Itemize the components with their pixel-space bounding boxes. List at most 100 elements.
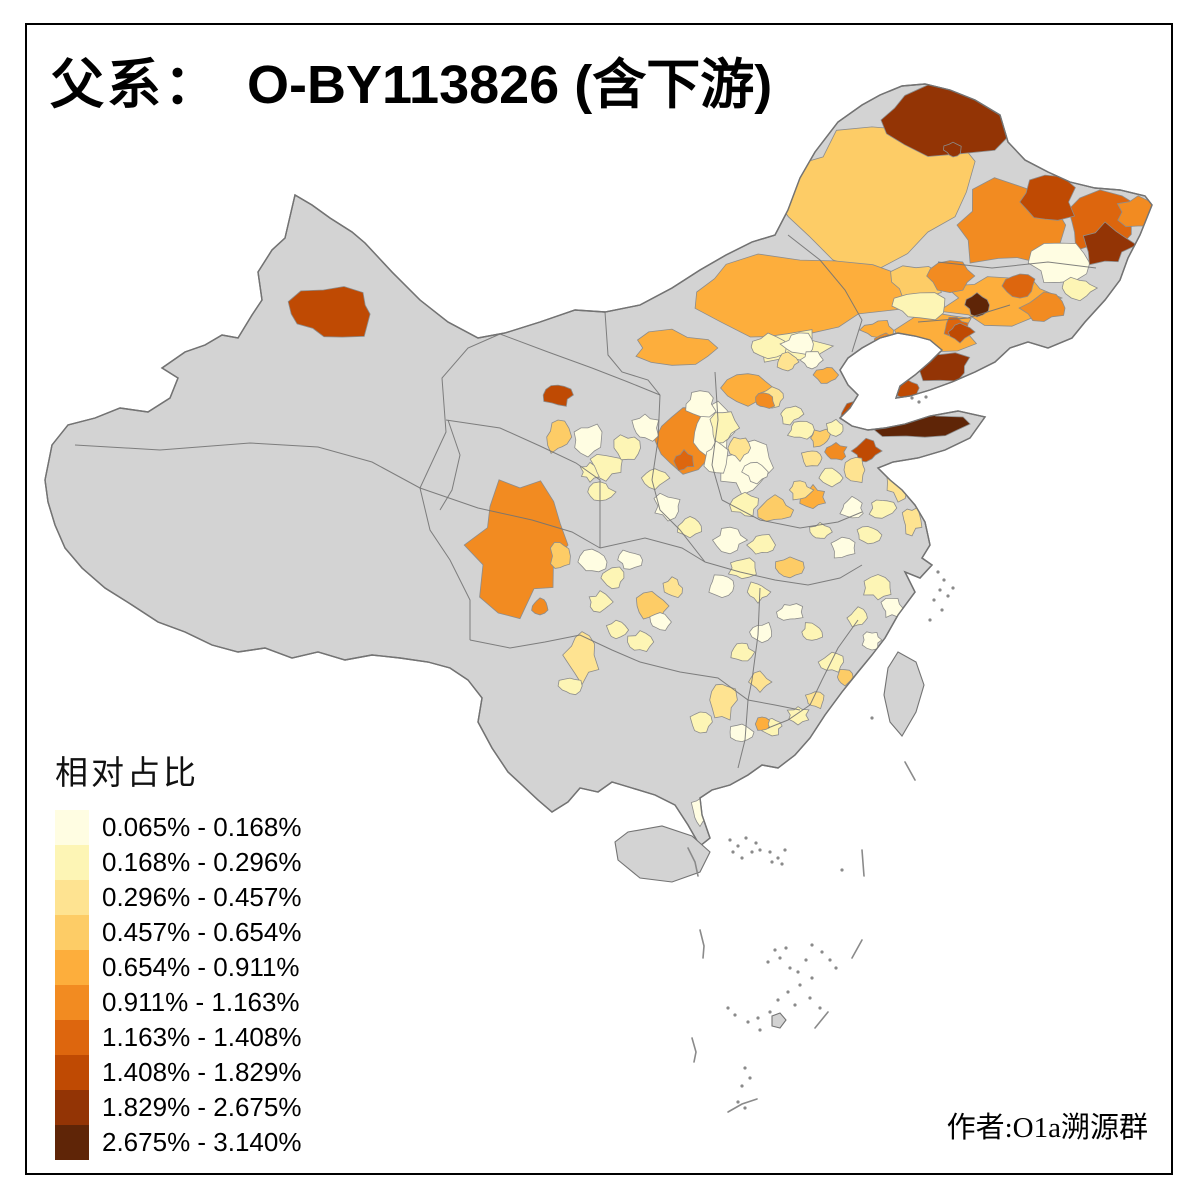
islet-speck [946,594,950,598]
map-region [780,405,805,426]
islet-speck [750,850,754,854]
islet-speck [776,998,780,1002]
map-region [727,557,757,580]
islet-speck [936,570,940,574]
map-region [703,440,729,474]
map-region [627,630,655,652]
map-region [964,292,990,318]
legend-label: 0.457% - 0.654% [102,917,302,947]
map-region [836,668,854,687]
map-region [689,711,713,734]
map-region [653,492,681,522]
legend-label: 1.829% - 2.675% [102,1092,302,1122]
attribution-text: 作者:O1a溯源群 [946,1112,1148,1144]
map-region [531,597,549,616]
islet-speck [917,400,921,404]
islet-speck [786,990,790,994]
islet-speck [768,850,772,854]
legend-row: 1.163% - 1.408% [55,1020,301,1055]
legend: 相对占比 0.065% - 0.168% 0.168% - 0.296% 0.296… [55,746,301,1160]
map-region [711,526,749,555]
map-region [818,467,844,488]
islet-speck [731,850,735,854]
map-region [709,411,741,444]
island-hainan [614,825,711,883]
sea-dash-mark [851,939,863,959]
islet-speck [834,966,838,970]
province-border [439,419,461,511]
map-region [1018,291,1066,322]
islet-speck [942,578,946,582]
map-region [839,495,864,519]
map-region [287,286,371,338]
page-title: 父系： O-BY113826 (含下游) [50,55,772,115]
legend-swatch [55,880,89,915]
legend-label: 1.408% - 1.829% [102,1057,302,1087]
islet-speck [743,1106,747,1110]
legend-label: 0.654% - 0.911% [102,952,300,982]
map-region [810,428,832,448]
islet-speck [910,396,914,400]
islet-speck [798,983,802,987]
islet-speck [810,976,814,980]
islet-speck [740,856,744,860]
sea-dash-mark [904,761,916,781]
map-region [757,494,795,522]
map-region [926,260,976,294]
legend-title: 相对占比 [55,756,199,792]
map-region [776,603,804,621]
islet-speck [928,618,932,622]
legend-label: 2.675% - 3.140% [102,1127,302,1157]
map-region [587,481,617,502]
map-region [562,631,600,686]
map-region [605,619,630,640]
islet-speck [810,943,814,947]
sea-dash-mark [691,1037,697,1063]
legend-row: 1.408% - 1.829% [55,1055,301,1090]
islet-speck [756,1016,760,1020]
province-border [599,537,706,563]
legend-swatch [55,1020,89,1055]
legend-swatch [55,915,89,950]
map-region [549,541,571,569]
province-border [604,311,661,396]
islet-speck [746,1020,750,1024]
map-region [1001,273,1036,299]
islet-speck [776,856,780,860]
islet-speck [766,960,770,964]
islet-speck [736,844,740,848]
islet-speck [770,860,774,864]
province-border [721,499,863,529]
title-prefix: 父系： [50,55,221,115]
islet-speck [758,1028,762,1032]
islet-speck [784,946,788,950]
islet-speck [938,588,942,592]
map-region [662,576,683,599]
map-region [843,456,866,483]
map-region [799,351,824,370]
map-region [754,716,770,731]
map-region [862,400,893,429]
islet-speck [728,838,732,842]
islet-speck [758,848,762,852]
province-border [419,487,471,640]
islet-speck [820,950,824,954]
islet-speck [788,966,792,970]
province-border [445,419,601,548]
map-region [730,642,756,662]
map-region [800,450,823,467]
map-region [863,574,892,601]
map-region [746,581,772,604]
legend-swatch [55,985,89,1020]
legend-swatch [55,1055,89,1090]
map-region [947,322,976,344]
map-region [749,621,773,644]
province-border [809,619,859,706]
legend-row: 2.675% - 3.140% [55,1125,301,1160]
islet-speck [744,836,748,840]
islet-speck [778,956,782,960]
islet-speck [793,1003,797,1007]
islet-speck [748,1076,752,1080]
map-region [774,556,805,579]
islet-speck [743,1066,747,1070]
